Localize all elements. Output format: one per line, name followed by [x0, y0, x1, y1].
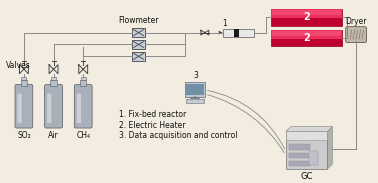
Bar [308, 151, 318, 165]
FancyBboxPatch shape [15, 85, 33, 128]
Bar [186, 84, 204, 95]
Bar [80, 80, 86, 86]
Text: 3. Data acquisition and control: 3. Data acquisition and control [119, 132, 237, 141]
FancyBboxPatch shape [77, 94, 81, 123]
Polygon shape [218, 31, 223, 35]
FancyBboxPatch shape [346, 27, 366, 42]
Text: 3: 3 [194, 71, 198, 80]
Bar [271, 30, 342, 39]
Bar [272, 10, 341, 15]
Bar [21, 80, 27, 86]
Bar [289, 144, 310, 150]
Text: 1. Fix-bed reactor: 1. Fix-bed reactor [119, 110, 186, 119]
Text: Air: Air [48, 130, 59, 139]
Text: 2: 2 [303, 33, 310, 43]
Bar [234, 29, 239, 37]
Text: Dryer: Dryer [345, 17, 367, 26]
Text: CH₄: CH₄ [76, 130, 90, 139]
Bar [51, 77, 56, 80]
Bar [286, 132, 327, 169]
Bar [186, 99, 204, 103]
Bar [184, 82, 205, 97]
Text: Flowmeter: Flowmeter [118, 16, 159, 25]
Bar [22, 77, 26, 80]
Bar [289, 153, 310, 158]
FancyBboxPatch shape [45, 85, 62, 128]
Bar [271, 30, 342, 46]
Bar [289, 161, 310, 166]
Text: 1: 1 [223, 19, 227, 28]
Polygon shape [327, 127, 332, 169]
Bar [132, 40, 145, 49]
Bar [132, 52, 145, 61]
Polygon shape [286, 127, 332, 132]
Text: Valves: Valves [6, 61, 31, 70]
FancyBboxPatch shape [17, 94, 22, 123]
Bar [271, 9, 342, 18]
Bar [50, 80, 57, 86]
FancyBboxPatch shape [74, 85, 92, 128]
Bar [286, 132, 327, 140]
Text: GC: GC [301, 172, 313, 181]
FancyBboxPatch shape [47, 94, 51, 123]
Bar [271, 9, 342, 26]
Text: 2. Electric Heater: 2. Electric Heater [119, 121, 185, 130]
Text: SO₂: SO₂ [17, 130, 31, 139]
Bar [272, 31, 341, 36]
Bar [223, 29, 254, 37]
Bar [132, 28, 145, 37]
Text: 2: 2 [303, 12, 310, 22]
Bar [81, 77, 86, 80]
